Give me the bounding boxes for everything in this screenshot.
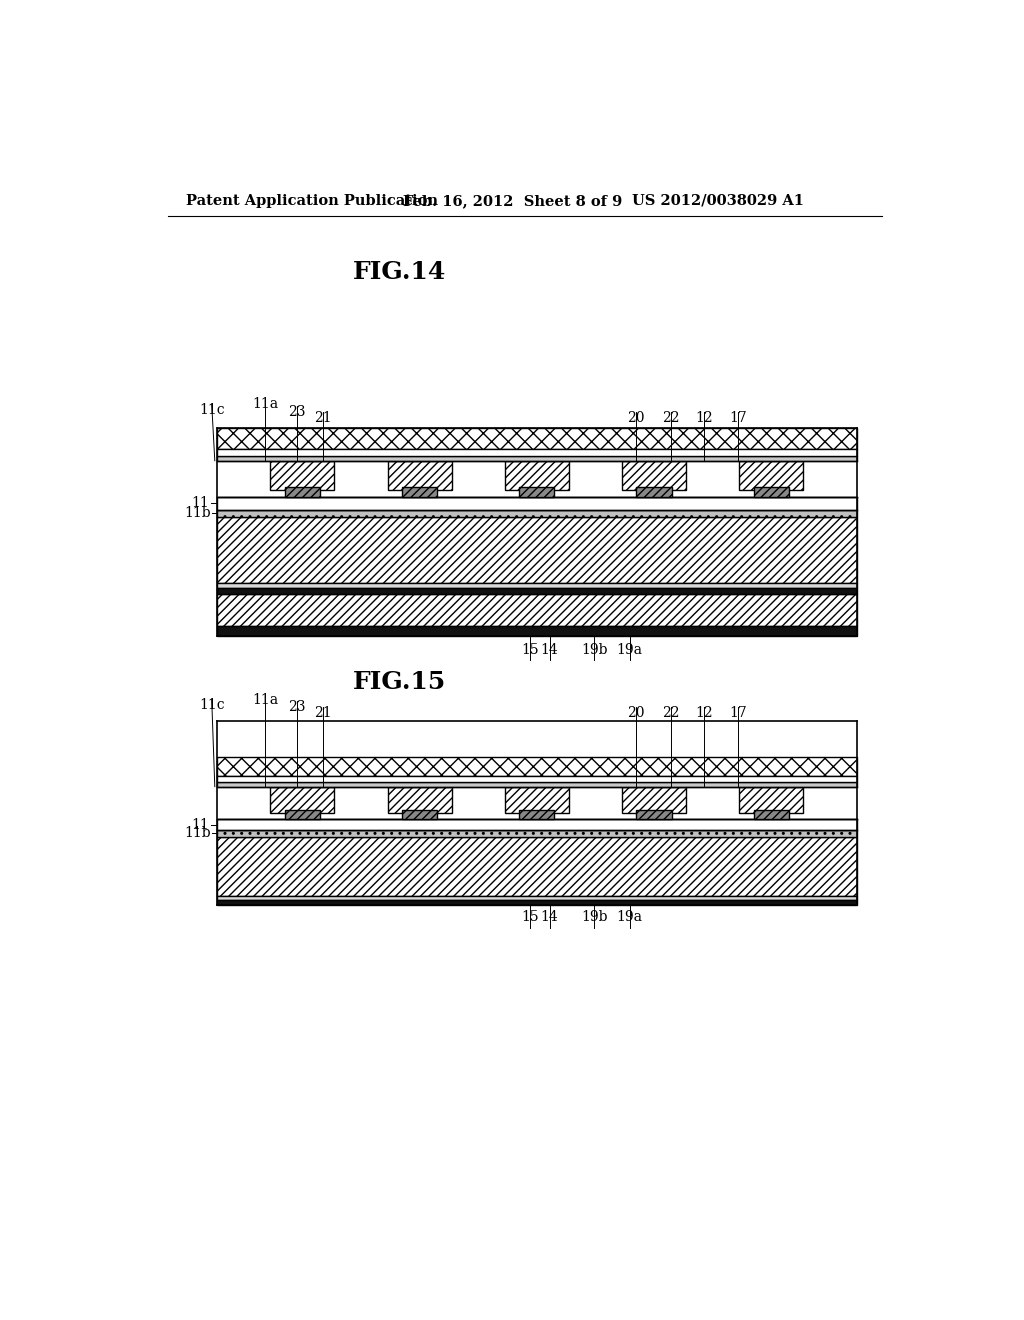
Bar	[270, 461, 335, 490]
Bar	[217, 896, 856, 900]
Bar	[754, 810, 788, 818]
Bar	[217, 627, 856, 636]
Text: 15: 15	[521, 909, 540, 924]
Bar	[217, 449, 856, 455]
Text: 22: 22	[663, 412, 680, 425]
Bar	[505, 787, 568, 813]
Bar	[217, 517, 856, 583]
Text: US 2012/0038029 A1: US 2012/0038029 A1	[632, 194, 804, 207]
Text: Patent Application Publication: Patent Application Publication	[186, 194, 438, 207]
Bar	[217, 583, 856, 587]
Text: 21: 21	[313, 706, 332, 719]
Text: 11c: 11c	[199, 698, 224, 713]
Text: 11a: 11a	[252, 397, 279, 411]
Text: 14: 14	[541, 909, 558, 924]
Bar	[217, 818, 856, 830]
Bar	[739, 461, 803, 490]
Bar	[637, 487, 672, 498]
Text: 22: 22	[663, 706, 680, 719]
Text: 17: 17	[729, 706, 748, 719]
Bar	[217, 498, 856, 510]
Text: FIG.14: FIG.14	[352, 260, 445, 284]
Text: 19a: 19a	[616, 643, 642, 656]
Bar	[505, 461, 568, 490]
Bar	[217, 428, 856, 449]
Text: 11b: 11b	[184, 507, 211, 520]
Bar	[217, 830, 856, 837]
Bar	[217, 781, 856, 787]
Text: 23: 23	[289, 700, 306, 714]
Text: FIG.15: FIG.15	[352, 671, 445, 694]
Bar	[217, 776, 856, 781]
Bar	[285, 487, 319, 498]
Text: 11c: 11c	[199, 403, 224, 417]
Bar	[388, 461, 452, 490]
Bar	[388, 787, 452, 813]
Text: 19b: 19b	[581, 643, 607, 656]
Text: 20: 20	[627, 706, 645, 719]
Bar	[739, 787, 803, 813]
Text: 19a: 19a	[616, 909, 642, 924]
Bar	[519, 810, 554, 818]
Text: 19b: 19b	[581, 909, 607, 924]
Bar	[285, 810, 319, 818]
Text: 14: 14	[541, 643, 558, 656]
Bar	[270, 787, 335, 813]
Text: 12: 12	[695, 706, 713, 719]
Bar	[217, 510, 856, 517]
Bar	[622, 787, 686, 813]
Text: 23: 23	[289, 405, 306, 418]
Text: 11b: 11b	[184, 826, 211, 841]
Bar	[622, 461, 686, 490]
Bar	[217, 758, 856, 776]
Bar	[402, 487, 437, 498]
Bar	[217, 594, 856, 627]
Text: 17: 17	[729, 412, 748, 425]
Text: 15: 15	[521, 643, 540, 656]
Bar	[519, 487, 554, 498]
Text: 11a: 11a	[252, 693, 279, 706]
Text: 11: 11	[191, 817, 209, 832]
Bar	[217, 837, 856, 896]
Bar	[217, 787, 856, 818]
Text: 11: 11	[191, 496, 209, 511]
Bar	[754, 487, 788, 498]
Bar	[217, 900, 856, 906]
Text: Feb. 16, 2012  Sheet 8 of 9: Feb. 16, 2012 Sheet 8 of 9	[403, 194, 623, 207]
Bar	[402, 810, 437, 818]
Text: 21: 21	[313, 412, 332, 425]
Bar	[637, 810, 672, 818]
Text: 20: 20	[627, 412, 645, 425]
Text: 12: 12	[695, 412, 713, 425]
Bar	[217, 587, 856, 594]
Bar	[217, 455, 856, 461]
Bar	[217, 461, 856, 498]
